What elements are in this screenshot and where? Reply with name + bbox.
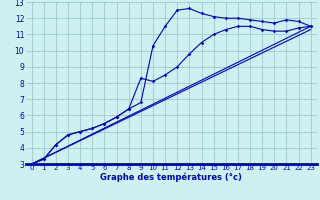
X-axis label: Graphe des températures (°c): Graphe des températures (°c) <box>100 173 242 182</box>
